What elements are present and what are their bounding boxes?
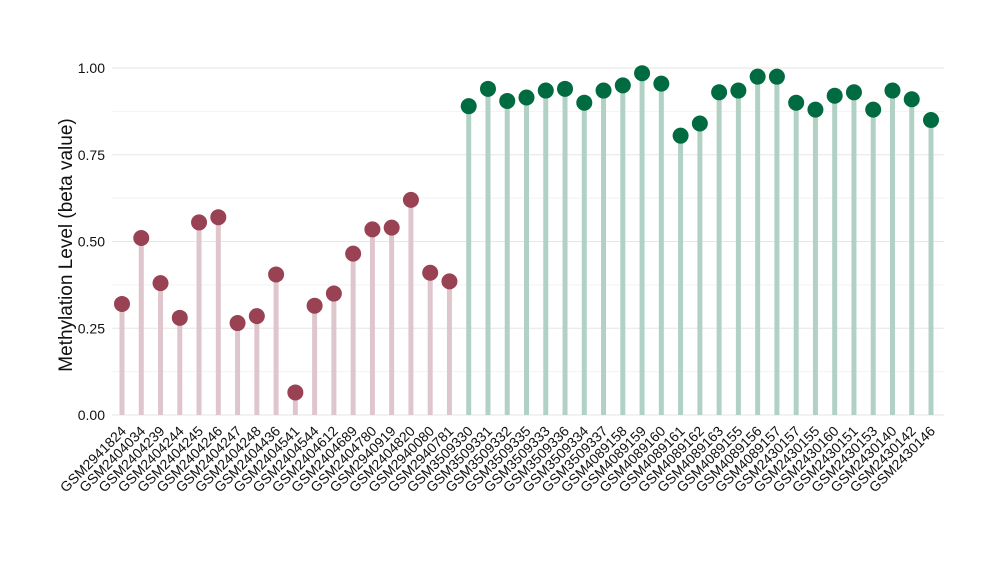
lollipop-point — [653, 75, 670, 92]
lollipop-point — [865, 101, 882, 118]
lollipop-point — [248, 308, 265, 325]
lollipop-point — [345, 245, 362, 262]
lollipop-point — [614, 77, 631, 94]
lollipop-point — [884, 82, 901, 99]
lollipop-point — [383, 219, 400, 236]
lollipop-points — [114, 65, 939, 401]
x-axis-ticks: GSM2941824GSM2404034GSM2404239GSM2404244… — [57, 423, 939, 496]
lollipop-point — [402, 191, 419, 208]
lollipop-point — [499, 92, 516, 109]
lollipop-point — [518, 89, 535, 106]
lollipop-stems — [119, 73, 934, 415]
lollipop-point — [114, 295, 130, 312]
lollipop-point — [788, 94, 805, 111]
lollipop-point — [768, 68, 785, 85]
lollipop-point — [422, 264, 439, 281]
lollipop-point — [923, 112, 939, 129]
lollipop-point — [845, 84, 862, 101]
lollipop-point — [460, 98, 477, 115]
y-axis-title: Methylation Level (beta value) — [56, 118, 77, 371]
lollipop-point — [537, 82, 554, 99]
y-tick-label: 0.00 — [78, 407, 105, 423]
lollipop-point — [229, 315, 246, 332]
lollipop-point — [691, 115, 708, 132]
y-tick-label: 0.75 — [78, 147, 105, 163]
lollipop-point — [826, 87, 843, 104]
y-axis-ticks: 0.00 0.25 0.50 0.75 1.00 — [78, 60, 105, 423]
lollipop-point — [441, 273, 458, 290]
lollipop-point — [903, 91, 920, 108]
y-tick-label: 1.00 — [78, 60, 105, 76]
lollipop-point — [287, 384, 304, 401]
lollipop-point — [595, 82, 612, 99]
lollipop-point — [364, 221, 381, 238]
lollipop-point — [133, 230, 150, 247]
lollipop-point — [749, 68, 766, 85]
lollipop-point — [672, 127, 689, 144]
lollipop-point — [807, 101, 824, 118]
lollipop-point — [306, 297, 323, 314]
lollipop-point — [576, 94, 593, 111]
lollipop-point — [711, 84, 728, 101]
lollipop-point — [191, 214, 208, 231]
lollipop-point — [268, 266, 285, 283]
lollipop-point — [557, 80, 574, 97]
y-tick-label: 0.50 — [78, 234, 105, 250]
y-tick-label: 0.25 — [78, 320, 105, 336]
lollipop-point — [152, 275, 169, 292]
lollipop-point — [325, 285, 342, 302]
lollipop-point — [730, 82, 747, 99]
lollipop-point — [479, 80, 496, 97]
lollipop-point — [210, 209, 227, 226]
lollipop-point — [171, 309, 188, 326]
lollipop-point — [634, 65, 651, 82]
